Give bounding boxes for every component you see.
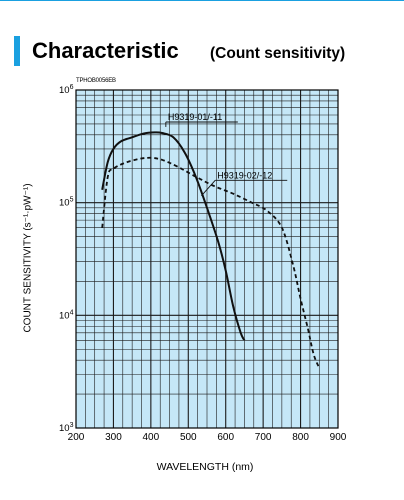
y-tick-label: 104: [59, 309, 74, 321]
x-tick-label: 900: [330, 432, 347, 443]
series-line-2: [101, 156, 321, 369]
x-tick-label: 800: [292, 432, 309, 443]
x-tick-label: 700: [255, 432, 272, 443]
x-tick-label: 600: [217, 432, 234, 443]
plot-frame: [75, 89, 339, 429]
series-annotation-1: H9319-01/-11: [168, 112, 222, 122]
title-accent-bar: [14, 36, 20, 66]
page-title: Characteristic: [32, 38, 179, 63]
x-tick-label: 300: [105, 432, 122, 443]
x-tick-label: 500: [180, 432, 197, 443]
series-line-1: [101, 131, 246, 341]
x-tick-label: 200: [68, 432, 85, 443]
page-subtitle: (Count sensitivity): [210, 45, 346, 62]
y-axis-label: COUNT SENSITIVITY (s⁻¹·pW⁻¹): [22, 183, 34, 333]
chart-code: TPHOB0056EB: [76, 78, 116, 84]
series-annotation-2: H9319-02/-12: [217, 170, 272, 180]
x-tick-label: 400: [143, 432, 160, 443]
x-axis-label: WAVELENGTH (nm): [156, 461, 254, 473]
y-tick-label: 105: [59, 197, 74, 209]
y-tick-label: 103: [59, 422, 74, 434]
annotation-leader-2: [201, 179, 216, 197]
y-tick-label: 106: [59, 84, 74, 96]
top-rule: [0, 0, 404, 1]
